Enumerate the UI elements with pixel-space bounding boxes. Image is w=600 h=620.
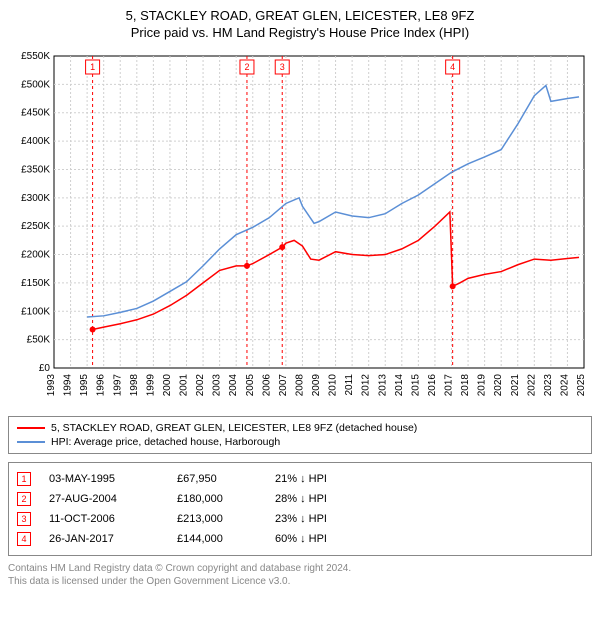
attribution-line: This data is licensed under the Open Gov… bbox=[8, 575, 592, 588]
attribution: Contains HM Land Registry data © Crown c… bbox=[8, 562, 592, 588]
svg-text:£200K: £200K bbox=[21, 250, 50, 261]
legend-swatch bbox=[17, 427, 45, 429]
chart-title: 5, STACKLEY ROAD, GREAT GLEN, LEICESTER,… bbox=[8, 8, 592, 23]
svg-text:2010: 2010 bbox=[328, 374, 339, 397]
svg-text:2023: 2023 bbox=[543, 374, 554, 397]
svg-text:1998: 1998 bbox=[129, 374, 140, 397]
svg-text:1993: 1993 bbox=[46, 374, 57, 397]
svg-text:1997: 1997 bbox=[112, 374, 123, 397]
svg-text:2017: 2017 bbox=[444, 374, 455, 397]
svg-text:2009: 2009 bbox=[311, 374, 322, 397]
chart-container: £0 £50K £100K £150K £200K £250K £300K £350K £400… bbox=[8, 48, 592, 408]
svg-text:2025: 2025 bbox=[576, 374, 587, 397]
svg-text:£500K: £500K bbox=[21, 79, 50, 90]
svg-text:3: 3 bbox=[280, 62, 285, 72]
svg-text:2000: 2000 bbox=[162, 374, 173, 397]
legend-swatch bbox=[17, 441, 45, 443]
svg-text:2024: 2024 bbox=[559, 374, 570, 397]
tx-price: £144,000 bbox=[177, 533, 257, 545]
legend-item: 5, STACKLEY ROAD, GREAT GLEN, LEICESTER,… bbox=[17, 421, 583, 435]
svg-text:2004: 2004 bbox=[228, 374, 239, 397]
tx-marker-icon: 2 bbox=[17, 492, 31, 506]
svg-text:1: 1 bbox=[90, 62, 95, 72]
transaction-row: 3 11-OCT-2006 £213,000 23% ↓ HPI bbox=[17, 509, 583, 529]
svg-text:2002: 2002 bbox=[195, 374, 206, 397]
legend-label: 5, STACKLEY ROAD, GREAT GLEN, LEICESTER,… bbox=[51, 422, 417, 434]
svg-text:£100K: £100K bbox=[21, 306, 50, 317]
tx-date: 03-MAY-1995 bbox=[49, 473, 159, 485]
svg-text:£50K: £50K bbox=[27, 335, 51, 346]
svg-text:1994: 1994 bbox=[63, 374, 74, 397]
tx-price: £180,000 bbox=[177, 493, 257, 505]
svg-text:£300K: £300K bbox=[21, 193, 50, 204]
price-chart: £0 £50K £100K £150K £200K £250K £300K £350K £400… bbox=[8, 48, 592, 408]
svg-text:2016: 2016 bbox=[427, 374, 438, 397]
chart-subtitle: Price paid vs. HM Land Registry's House … bbox=[8, 25, 592, 40]
svg-text:2014: 2014 bbox=[394, 374, 405, 397]
svg-text:£550K: £550K bbox=[21, 51, 50, 62]
svg-text:£450K: £450K bbox=[21, 108, 50, 119]
svg-text:2003: 2003 bbox=[212, 374, 223, 397]
svg-text:£0: £0 bbox=[39, 363, 51, 374]
tx-marker-icon: 4 bbox=[17, 532, 31, 546]
tx-date: 11-OCT-2006 bbox=[49, 513, 159, 525]
svg-text:2007: 2007 bbox=[278, 374, 289, 397]
tx-date: 26-JAN-2017 bbox=[49, 533, 159, 545]
transaction-row: 4 26-JAN-2017 £144,000 60% ↓ HPI bbox=[17, 529, 583, 549]
tx-pct: 21% ↓ HPI bbox=[275, 473, 385, 485]
attribution-line: Contains HM Land Registry data © Crown c… bbox=[8, 562, 592, 575]
tx-price: £213,000 bbox=[177, 513, 257, 525]
tx-pct: 28% ↓ HPI bbox=[275, 493, 385, 505]
tx-marker-icon: 1 bbox=[17, 472, 31, 486]
legend-label: HPI: Average price, detached house, Harb… bbox=[51, 436, 280, 448]
svg-text:2021: 2021 bbox=[510, 374, 521, 397]
svg-text:2: 2 bbox=[244, 62, 249, 72]
svg-text:4: 4 bbox=[450, 62, 455, 72]
svg-text:£150K: £150K bbox=[21, 278, 50, 289]
svg-text:2013: 2013 bbox=[377, 374, 388, 397]
svg-text:2005: 2005 bbox=[245, 374, 256, 397]
svg-text:2011: 2011 bbox=[344, 374, 355, 396]
transactions-table: 1 03-MAY-1995 £67,950 21% ↓ HPI 2 27-AUG-2004… bbox=[8, 462, 592, 556]
svg-text:1999: 1999 bbox=[145, 374, 156, 397]
legend-box: 5, STACKLEY ROAD, GREAT GLEN, LEICESTER,… bbox=[8, 416, 592, 454]
svg-text:2015: 2015 bbox=[410, 374, 421, 397]
svg-text:1995: 1995 bbox=[79, 374, 90, 397]
svg-text:2022: 2022 bbox=[526, 374, 537, 397]
svg-text:1996: 1996 bbox=[96, 374, 107, 397]
svg-text:2006: 2006 bbox=[261, 374, 272, 397]
transaction-row: 1 03-MAY-1995 £67,950 21% ↓ HPI bbox=[17, 469, 583, 489]
svg-text:2001: 2001 bbox=[179, 374, 190, 397]
tx-marker-icon: 3 bbox=[17, 512, 31, 526]
tx-price: £67,950 bbox=[177, 473, 257, 485]
transaction-row: 2 27-AUG-2004 £180,000 28% ↓ HPI bbox=[17, 489, 583, 509]
svg-text:2012: 2012 bbox=[361, 374, 372, 397]
svg-text:£400K: £400K bbox=[21, 136, 50, 147]
tx-date: 27-AUG-2004 bbox=[49, 493, 159, 505]
svg-text:£350K: £350K bbox=[21, 164, 50, 175]
svg-text:2019: 2019 bbox=[477, 374, 488, 397]
tx-pct: 23% ↓ HPI bbox=[275, 513, 385, 525]
tx-pct: 60% ↓ HPI bbox=[275, 533, 385, 545]
svg-text:£250K: £250K bbox=[21, 221, 50, 232]
svg-text:2008: 2008 bbox=[294, 374, 305, 397]
svg-text:2018: 2018 bbox=[460, 374, 471, 397]
svg-text:2020: 2020 bbox=[493, 374, 504, 397]
legend-item: HPI: Average price, detached house, Harb… bbox=[17, 435, 583, 449]
